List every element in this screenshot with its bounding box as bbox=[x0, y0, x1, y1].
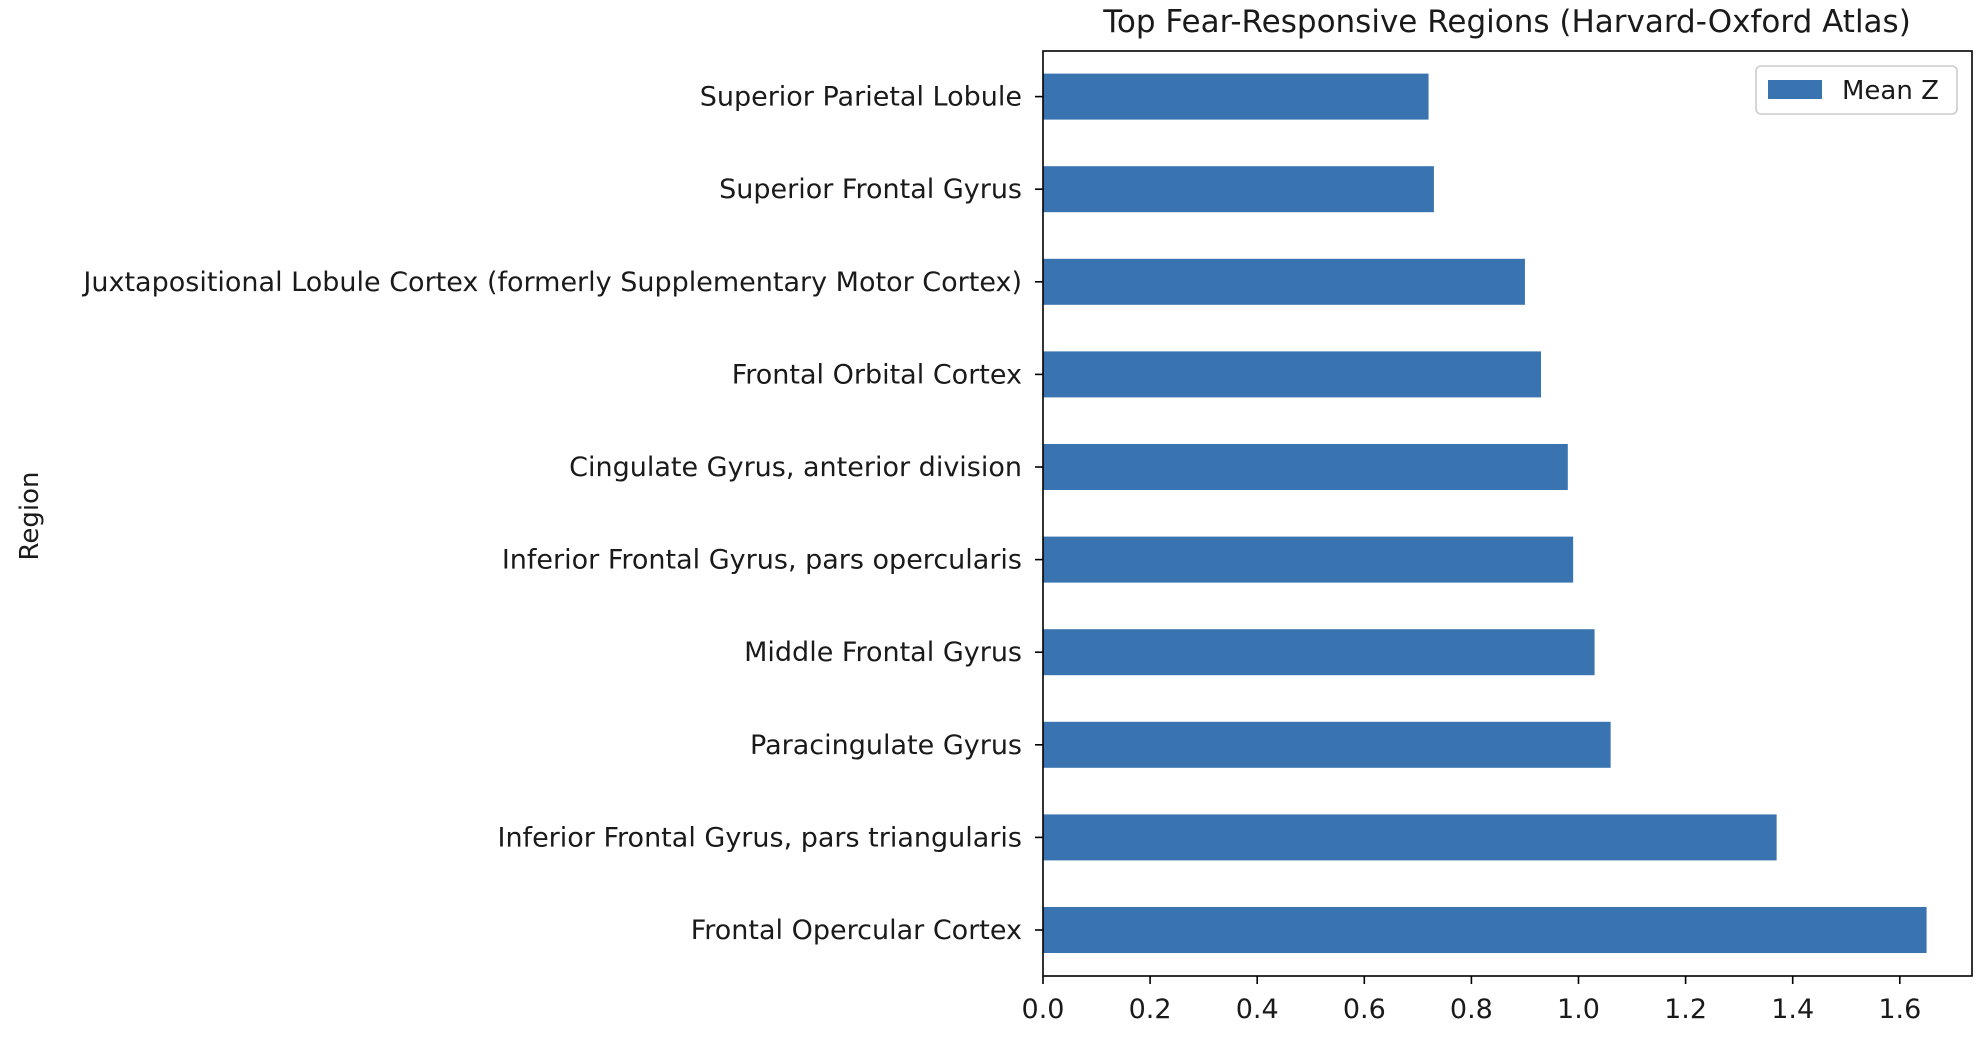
y-tick-label: Superior Frontal Gyrus bbox=[719, 174, 1022, 205]
bar-6 bbox=[1043, 351, 1542, 398]
bars-group bbox=[1043, 73, 1927, 953]
y-tick-labels: Frontal Opercular Cortex Inferior Frontal… bbox=[81, 82, 1043, 946]
bar-7 bbox=[1043, 258, 1525, 305]
x-tick-label: 0.4 bbox=[1236, 994, 1279, 1025]
x-tick-label: 1.4 bbox=[1771, 994, 1814, 1025]
bar-1 bbox=[1043, 814, 1777, 861]
x-tick-label: 0.8 bbox=[1450, 994, 1493, 1025]
y-tick-label: Frontal Opercular Cortex bbox=[691, 915, 1022, 946]
y-tick-label: Middle Frontal Gyrus bbox=[744, 637, 1022, 668]
legend-label-mean-z: Mean Z bbox=[1842, 76, 1939, 106]
x-tick-label: 1.0 bbox=[1557, 994, 1600, 1025]
x-ticks: 0.0 0.2 0.4 0.6 0.8 1.0 1.2 1.4 1.6 bbox=[1022, 976, 1921, 1025]
bar-8 bbox=[1043, 166, 1434, 213]
y-tick-label: Inferior Frontal Gyrus, pars triangulari… bbox=[497, 822, 1022, 853]
bar-2 bbox=[1043, 721, 1611, 768]
bar-0 bbox=[1043, 907, 1927, 953]
legend: Mean Z bbox=[1755, 65, 1958, 115]
y-tick-label: Paracingulate Gyrus bbox=[750, 730, 1022, 761]
x-tick-label: 0.2 bbox=[1129, 994, 1172, 1025]
bar-9 bbox=[1043, 73, 1429, 120]
x-tick-label: 1.6 bbox=[1878, 994, 1921, 1025]
y-tick-label: Juxtapositional Lobule Cortex (formerly … bbox=[81, 267, 1022, 298]
legend-frame bbox=[1755, 65, 1958, 115]
y-axis-label: Region bbox=[15, 471, 45, 560]
x-tick-label: 1.2 bbox=[1664, 994, 1707, 1025]
y-tick-label: Frontal Orbital Cortex bbox=[732, 359, 1022, 390]
legend-swatch-mean-z bbox=[1768, 80, 1822, 99]
y-tick-label: Inferior Frontal Gyrus, pars opercularis bbox=[502, 545, 1022, 576]
chart-title: Top Fear-Responsive Regions (Harvard-Oxf… bbox=[1102, 4, 1911, 40]
bar-3 bbox=[1043, 629, 1595, 676]
bar-5 bbox=[1043, 444, 1568, 490]
x-tick-label: 0.6 bbox=[1343, 994, 1386, 1025]
x-tick-label: 0.0 bbox=[1022, 994, 1065, 1025]
bar-4 bbox=[1043, 536, 1574, 583]
y-tick-label: Superior Parietal Lobule bbox=[700, 82, 1022, 113]
y-tick-label: Cingulate Gyrus, anterior division bbox=[569, 452, 1022, 483]
plot-frame bbox=[1042, 50, 1973, 977]
